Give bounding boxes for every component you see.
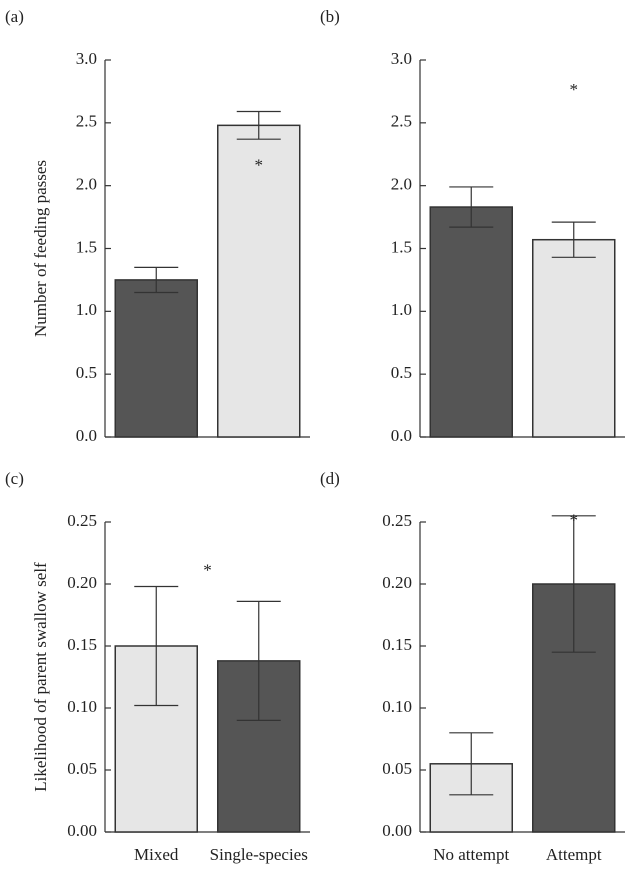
y-tick-label: 0.15 <box>67 635 97 654</box>
annotation: * <box>570 80 579 99</box>
y-axis-label: Likelihood of parent swallow self <box>31 562 50 792</box>
y-tick-label: 0.0 <box>76 426 97 445</box>
y-tick-label: 0.00 <box>382 821 412 840</box>
annotation: * <box>255 155 264 174</box>
panel-label: (c) <box>5 469 24 488</box>
x-tick-label: Single-species <box>210 845 308 864</box>
x-tick-label: No attempt <box>433 845 509 864</box>
panel-label: (d) <box>320 469 340 488</box>
y-tick-label: 0.05 <box>67 759 97 778</box>
y-tick-label: 0.10 <box>67 697 97 716</box>
y-tick-label: 1.5 <box>76 237 97 256</box>
y-tick-label: 2.0 <box>76 175 97 194</box>
y-tick-label: 0.10 <box>382 697 412 716</box>
y-tick-label: 1.0 <box>76 300 97 319</box>
y-tick-label: 0.5 <box>391 363 412 382</box>
y-tick-label: 1.5 <box>391 237 412 256</box>
y-tick-label: 0.00 <box>67 821 97 840</box>
annotation: * <box>570 511 579 530</box>
x-tick-label: Attempt <box>546 845 602 864</box>
y-tick-label: 0.20 <box>382 573 412 592</box>
y-tick-label: 3.0 <box>391 49 412 68</box>
figure: (a) Number of feeding passes 0.0 0.5 1.0 1.5 2… <box>0 0 635 865</box>
annotation: * <box>203 560 212 579</box>
y-tick-label: 0.25 <box>67 511 97 530</box>
bar <box>533 240 615 437</box>
y-tick-label: 0.20 <box>67 573 97 592</box>
y-tick-label: 2.5 <box>76 112 97 131</box>
panel-label: (a) <box>5 7 24 26</box>
y-axis-label: Number of feeding passes <box>31 160 50 337</box>
y-tick-label: 2.0 <box>391 175 412 194</box>
y-tick-label: 0.15 <box>382 635 412 654</box>
y-tick-label: 0.05 <box>382 759 412 778</box>
bar <box>115 280 197 437</box>
y-tick-label: 0.5 <box>76 363 97 382</box>
y-tick-label: 3.0 <box>76 49 97 68</box>
y-tick-label: 1.0 <box>391 300 412 319</box>
y-tick-label: 2.5 <box>391 112 412 131</box>
bar <box>430 207 512 437</box>
x-tick-label: Mixed <box>134 845 179 864</box>
panel-label: (b) <box>320 7 340 26</box>
y-tick-label: 0.25 <box>382 511 412 530</box>
y-tick-label: 0.0 <box>391 426 412 445</box>
